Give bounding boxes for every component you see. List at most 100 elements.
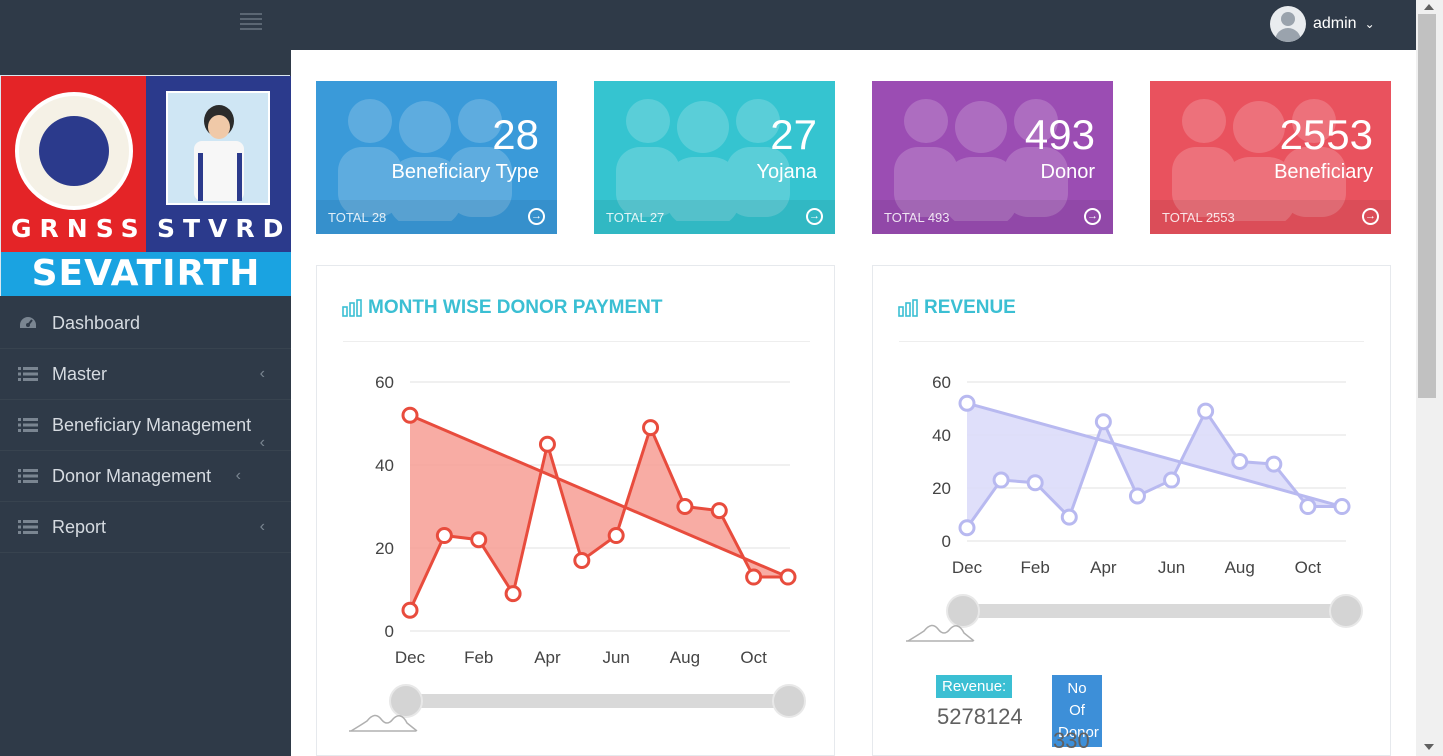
range-mini-chart: [907, 624, 975, 642]
people-icon: [338, 99, 512, 221]
logo: GRNSS STVRD SEVATIRTH: [0, 75, 292, 296]
data-point: [1094, 413, 1112, 431]
data-point: [538, 435, 556, 453]
sidebar-item-beneficiary-management[interactable]: Beneficiary Management ‹: [0, 400, 291, 451]
people-icon: [894, 99, 1068, 221]
data-point: [1060, 508, 1078, 526]
range-slider-handle-left[interactable]: [946, 594, 980, 628]
range-slider-handle-left[interactable]: [389, 684, 423, 718]
sidebar-item-donor-management[interactable]: Donor Management ‹: [0, 451, 291, 502]
data-point: [958, 394, 976, 412]
list-icon: [18, 520, 38, 534]
range-slider-track[interactable]: [406, 694, 789, 708]
stat-value: 2553: [1279, 111, 1373, 158]
revenue-panel: REVENUE 0 20 40 60 Dec Feb Apr Jun Aug Oct Revenu…: [872, 265, 1391, 756]
chevron-left-icon: ‹: [235, 467, 241, 484]
data-point: [573, 551, 591, 569]
sidebar-item-report[interactable]: Report ‹: [0, 502, 291, 553]
stat-footer-text: TOTAL 2553: [1162, 210, 1235, 225]
stat-footer-text: TOTAL 493: [884, 210, 950, 225]
logo-left-text: GRNSS: [11, 214, 147, 243]
data-point: [710, 502, 728, 520]
data-point: [1197, 402, 1215, 420]
bar-chart-icon: [898, 299, 918, 317]
data-point: [1333, 498, 1351, 516]
sidebar-item-master[interactable]: Master ‹: [0, 349, 291, 400]
people-icon: [1172, 99, 1346, 221]
range-slider-track[interactable]: [963, 604, 1346, 618]
scrollbar[interactable]: [1416, 0, 1443, 756]
stat-footer-text: TOTAL 28: [328, 210, 387, 225]
logo-left-panel: GRNSS: [1, 76, 146, 252]
logo-right-text: STVRD: [157, 214, 292, 243]
x-tick-label: Feb: [464, 648, 493, 667]
y-tick-label: 0: [942, 532, 951, 551]
data-point: [470, 531, 488, 549]
user-name: admin: [1313, 15, 1357, 32]
y-tick-label: 60: [375, 373, 394, 392]
arrow-right-circle-icon[interactable]: →: [528, 208, 545, 225]
stat-card-donor[interactable]: 493 Donor TOTAL 493 →: [872, 81, 1113, 234]
stat-label: Yojana: [756, 161, 817, 183]
data-point: [1026, 474, 1044, 492]
y-tick-label: 40: [932, 426, 951, 445]
stat-card-yojana[interactable]: 27 Yojana TOTAL 27 →: [594, 81, 835, 234]
range-slider-handle-right[interactable]: [1329, 594, 1363, 628]
sidebar-item-label: Report: [52, 516, 107, 537]
arrow-right-circle-icon[interactable]: →: [1084, 208, 1101, 225]
avatar: [1270, 6, 1306, 42]
x-tick-label: Aug: [670, 648, 700, 667]
panel-title-text: REVENUE: [924, 297, 1016, 318]
data-point: [1128, 487, 1146, 505]
arrow-right-circle-icon[interactable]: →: [806, 208, 823, 225]
stat-footer: TOTAL 28 →: [316, 200, 557, 234]
x-tick-label: Jun: [602, 648, 629, 667]
data-point: [607, 527, 625, 545]
list-icon: [18, 418, 38, 432]
y-tick-label: 60: [932, 373, 951, 392]
panel-title: MONTH WISE DONOR PAYMENT: [342, 297, 663, 319]
sidebar-item-label: Beneficiary Management: [52, 414, 252, 435]
menu-toggle-icon[interactable]: [240, 13, 262, 31]
data-point: [401, 406, 419, 424]
y-tick-label: 20: [932, 479, 951, 498]
data-point: [779, 568, 797, 586]
list-icon: [18, 469, 38, 483]
data-point: [504, 585, 522, 603]
range-slider-handle-right[interactable]: [772, 684, 806, 718]
data-point: [676, 498, 694, 515]
logo-tagline: SEVATIRTH: [31, 253, 261, 294]
scroll-thumb[interactable]: [1418, 14, 1436, 398]
data-point: [401, 601, 419, 619]
area-fill: [410, 415, 788, 611]
chevron-left-icon: ‹: [259, 365, 265, 382]
donor-count-label: No Of Donor: [1052, 675, 1102, 747]
y-tick-label: 40: [375, 456, 394, 475]
stat-value: 493: [1024, 111, 1095, 158]
x-tick-label: Apr: [1090, 558, 1117, 577]
chevron-left-icon: ‹: [259, 434, 265, 451]
scroll-down-arrow-icon[interactable]: [1424, 744, 1434, 750]
divider: [899, 341, 1364, 342]
data-point: [1231, 453, 1249, 470]
chevron-down-icon: ⌄: [1364, 17, 1375, 31]
data-point: [745, 568, 763, 586]
user-menu[interactable]: admin ⌄: [1270, 4, 1375, 44]
y-tick-label: 20: [375, 539, 394, 558]
donor-payment-panel: MONTH WISE DONOR PAYMENT 0 20 40 60 Dec Feb Ap…: [316, 265, 835, 756]
data-point: [1299, 498, 1317, 516]
trend-line: [966, 401, 1343, 508]
x-tick-label: Feb: [1021, 558, 1050, 577]
sidebar-item-dashboard[interactable]: Dashboard: [0, 298, 291, 349]
range-mini-chart: [350, 714, 418, 732]
scroll-up-arrow-icon[interactable]: [1424, 4, 1434, 10]
stat-footer: TOTAL 27 →: [594, 200, 835, 234]
x-tick-label: Oct: [740, 648, 767, 667]
x-tick-label: Aug: [1225, 558, 1255, 577]
dashboard-icon: [20, 317, 36, 328]
stat-card-beneficiary-type[interactable]: 28 Beneficiary Type TOTAL 28 →: [316, 81, 557, 234]
sidebar-item-label: Dashboard: [52, 312, 141, 333]
arrow-right-circle-icon[interactable]: →: [1362, 208, 1379, 225]
stat-card-beneficiary[interactable]: 2553 Beneficiary TOTAL 2553 →: [1150, 81, 1391, 234]
revenue-chart: 0 20 40 60 Dec Feb Apr Jun Aug Oct: [906, 373, 1363, 642]
